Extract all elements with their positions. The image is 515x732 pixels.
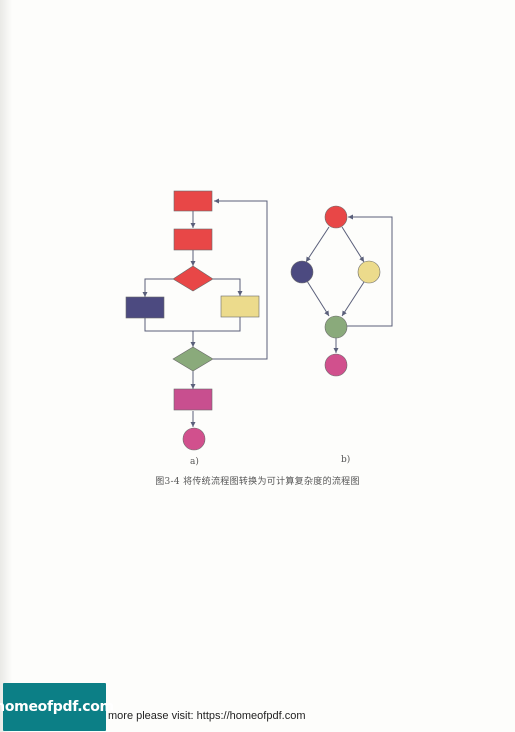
process-box-start [173, 190, 213, 212]
panel-a-flowchart [142, 198, 268, 427]
node-b-3 [357, 260, 381, 284]
logo-text: homeofpdf.com [0, 699, 114, 715]
figure-caption: 图3-4 将传统流程图转换为可计算复杂度的流程图 [155, 477, 360, 487]
node-b-1 [324, 205, 348, 229]
panel-b-label: b) [341, 455, 351, 465]
edge-b-1-2 [305, 226, 330, 263]
process-box-end [173, 388, 213, 411]
terminal-circle [182, 427, 206, 451]
panel-a-label: a) [190, 457, 199, 467]
edge-a-decision-right [213, 278, 243, 296]
homeofpdf-logo[interactable]: homeofpdf.com [0, 683, 114, 731]
edge-b-2-4 [306, 280, 330, 317]
edge-a-merge [144, 317, 241, 332]
node-b-5 [324, 353, 348, 377]
panel-b-nodes [290, 205, 381, 377]
edge-b-loop-back [347, 214, 393, 327]
decision-diamond-1 [172, 265, 214, 292]
decision-diamond-2 [172, 346, 214, 372]
edge-a-loop-back [213, 198, 268, 360]
panel-b-graph [305, 214, 393, 353]
edge-a-decision-left [142, 278, 173, 297]
node-b-2 [290, 260, 314, 284]
footer-visit-link[interactable]: more please visit: https://homeofpdf.com [108, 710, 306, 722]
page-edge-shadow [0, 0, 12, 732]
node-b-4 [324, 315, 348, 339]
edge-b-1-3 [341, 226, 365, 263]
edge-b-3-4 [341, 281, 365, 317]
process-box-2 [173, 228, 213, 251]
panel-a-nodes [125, 190, 260, 451]
process-box-right [220, 295, 260, 318]
process-box-left [125, 296, 165, 319]
